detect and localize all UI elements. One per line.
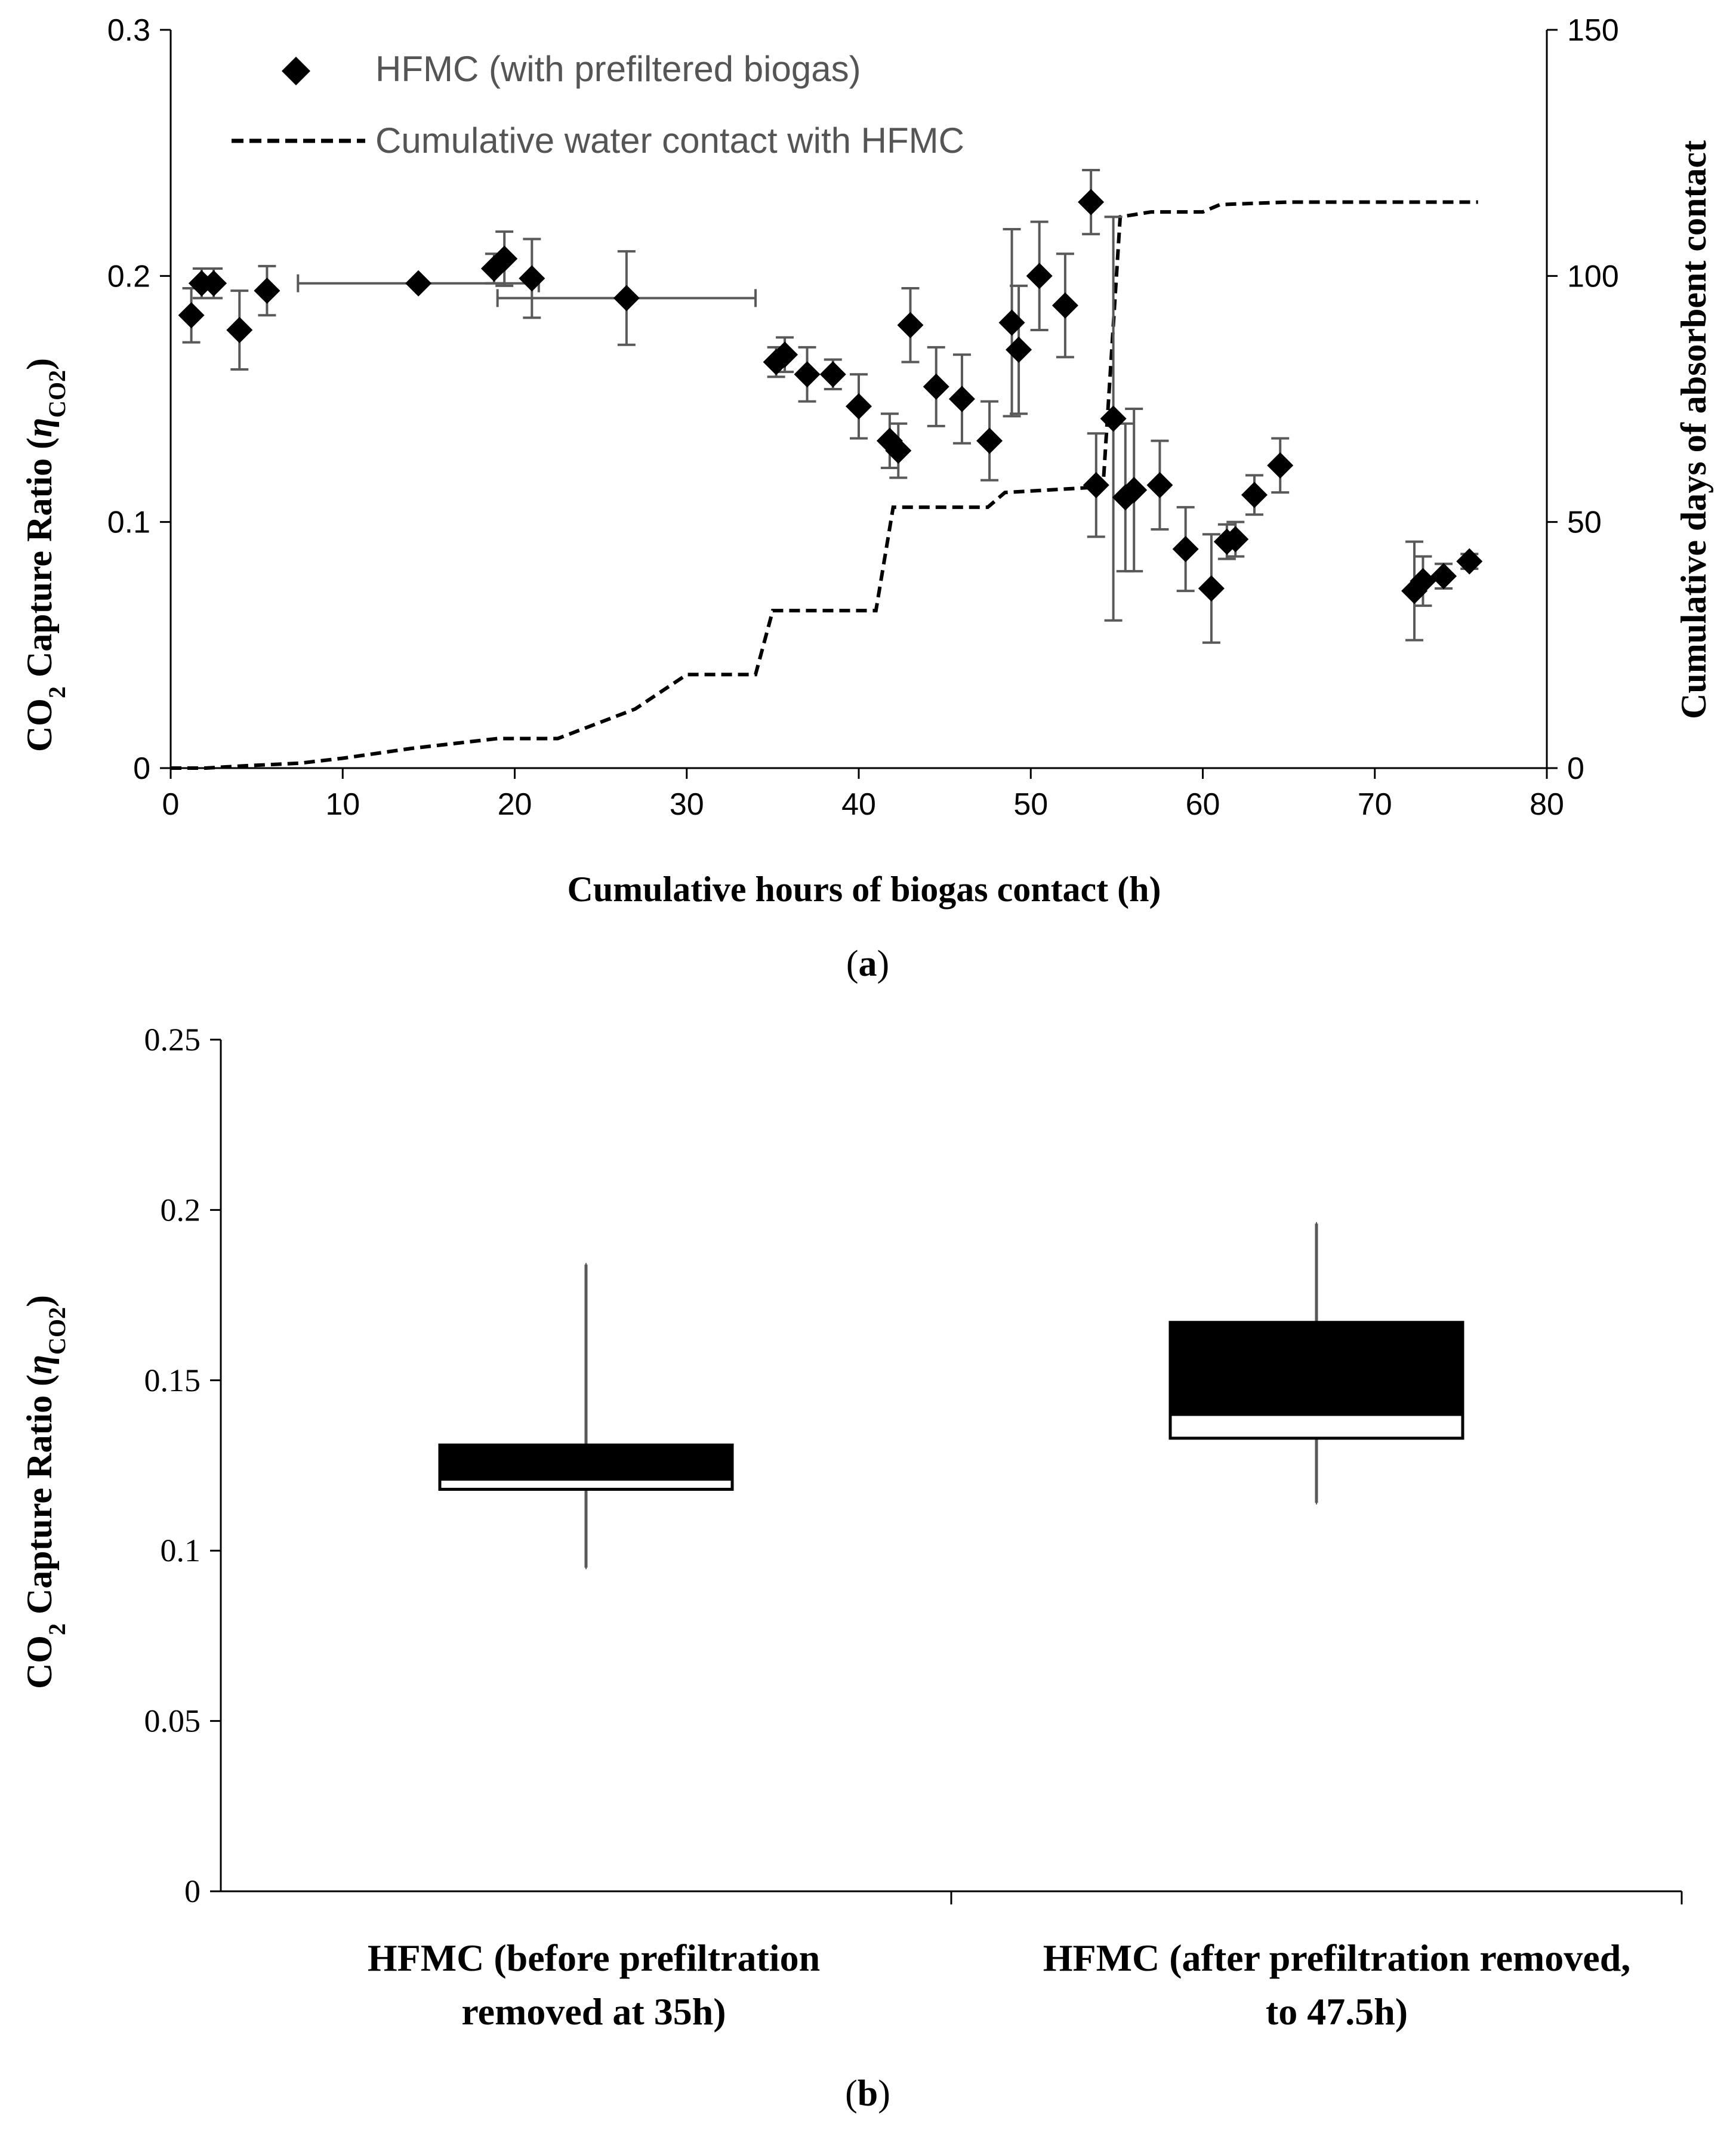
legend: HFMC (with prefiltered biogas) Cumulativ… — [232, 49, 964, 161]
box-upper-quartile — [438, 1443, 734, 1481]
y-tick-label: 0.2 — [161, 1192, 201, 1228]
category-label-before: HFMC (before prefiltration — [368, 1937, 820, 1979]
data-point — [897, 312, 924, 338]
data-point — [1198, 575, 1225, 602]
y-tick-label: 0.1 — [107, 505, 150, 540]
panel-b: 0 0.05 0.1 0.15 0.2 0.25 CO2 Capture Ratio (η… — [20, 1022, 1683, 2114]
data-point — [1410, 568, 1436, 594]
data-point — [1241, 482, 1268, 508]
category-label-before-line2: removed at 35h) — [461, 1990, 726, 2033]
y-tick-label: 0.15 — [144, 1363, 201, 1398]
y-tick-label: 0 — [184, 1873, 201, 1909]
y2-tick-label: 0 — [1567, 751, 1584, 786]
data-point — [976, 427, 1003, 454]
x-tick-label: 70 — [1358, 787, 1392, 822]
y2-tick-label: 50 — [1567, 505, 1602, 540]
data-point — [491, 245, 518, 272]
data-point — [178, 302, 205, 329]
water-contact-series — [171, 200, 1478, 770]
data-point — [254, 278, 280, 304]
legend-label-water: Cumulative water contact with HFMC — [375, 121, 964, 161]
category-label-after-line2: to 47.5h) — [1266, 1990, 1408, 2033]
x-tick-label: 30 — [670, 787, 704, 822]
data-point — [772, 341, 798, 368]
data-point — [923, 373, 949, 400]
water-contact-line — [171, 200, 1478, 770]
panel-label-a: (a) — [846, 944, 889, 984]
x-tick-label: 50 — [1013, 787, 1048, 822]
panel-b-axes: 0 0.05 0.1 0.15 0.2 0.25 — [144, 1022, 1683, 1909]
data-point — [1006, 337, 1032, 363]
data-point — [1267, 452, 1294, 479]
data-point — [1083, 471, 1109, 498]
box-plots — [438, 1222, 1464, 1570]
x-tick-label: 0 — [162, 787, 180, 822]
data-point — [819, 361, 846, 388]
data-point — [1100, 405, 1127, 432]
data-point — [1052, 292, 1078, 319]
data-point — [201, 270, 227, 297]
data-point — [519, 265, 545, 292]
panel-label-b: (b) — [845, 2073, 890, 2114]
y-tick-label: 0 — [133, 751, 150, 786]
data-point — [1430, 563, 1457, 590]
x-tick-label: 40 — [841, 787, 876, 822]
x-tick-label: 10 — [325, 787, 360, 822]
x-axis-title: Cumulative hours of biogas contact (h) — [567, 870, 1161, 909]
data-point — [998, 309, 1025, 336]
data-point — [794, 361, 821, 388]
y2-axis-title: Cumulative days of absorbent contact — [1674, 140, 1713, 719]
y-tick-label: 0.2 — [107, 259, 150, 294]
data-point — [1222, 526, 1249, 553]
data-point — [1146, 471, 1173, 498]
box-lower-quartile — [438, 1477, 734, 1491]
capture-ratio-series — [178, 189, 1483, 605]
data-point — [1026, 263, 1053, 289]
y-tick-label: 0.3 — [107, 13, 150, 48]
y-tick-label: 0.25 — [144, 1022, 201, 1058]
x-tick-label: 80 — [1530, 787, 1564, 822]
x-tick-label: 20 — [498, 787, 532, 822]
x-tick-label: 60 — [1186, 787, 1220, 822]
data-point — [1121, 477, 1148, 504]
box-lower-quartile — [1168, 1413, 1464, 1440]
error-bars — [182, 169, 1479, 644]
data-point — [846, 393, 872, 420]
y-axis-title: CO2 Capture Ratio (ηCO2) — [20, 358, 70, 752]
y-tick-label: 0.05 — [144, 1703, 201, 1739]
y-tick-label: 0.1 — [161, 1533, 201, 1568]
legend-diamond-marker — [282, 57, 310, 85]
data-point — [1172, 536, 1199, 563]
data-point — [948, 386, 975, 412]
legend-label-hfmc: HFMC (with prefiltered biogas) — [375, 49, 861, 89]
y-axis-title-b: CO2 Capture Ratio (ηCO2) — [20, 1295, 70, 1689]
data-point — [226, 317, 253, 344]
data-point — [1456, 548, 1483, 575]
box-upper-quartile — [1168, 1321, 1464, 1416]
category-label-after: HFMC (after prefiltration removed, — [1043, 1937, 1631, 1979]
data-point — [405, 270, 432, 297]
y2-tick-label: 100 — [1567, 259, 1619, 294]
data-point — [613, 285, 640, 312]
data-point — [1078, 189, 1105, 215]
data-point — [885, 437, 912, 464]
y2-tick-label: 150 — [1567, 13, 1619, 48]
